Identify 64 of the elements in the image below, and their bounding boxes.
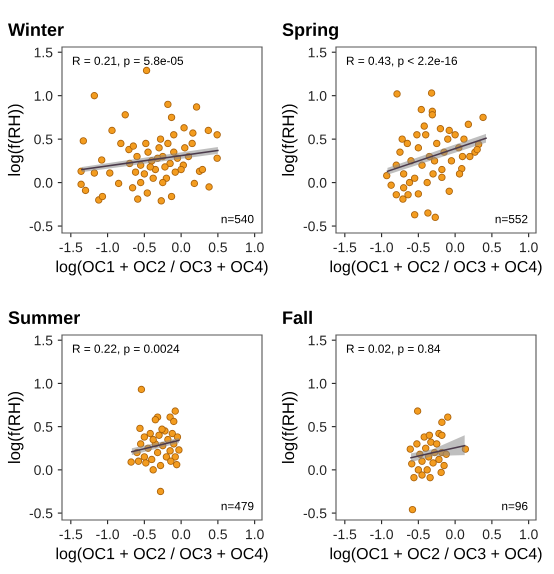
x-tick-label: -1.0: [370, 242, 394, 252]
annotation: R = 0.22, p = 0.0024: [72, 344, 180, 356]
x-tick-label: -0.5: [133, 242, 156, 252]
annotation: R = 0.21, p = 5.8e-05: [72, 56, 184, 68]
annotation: n=96: [502, 502, 528, 510]
y-tick-label: 1.5: [308, 48, 326, 58]
annotation: n=479: [222, 502, 254, 510]
x-tick-label: -1.5: [333, 530, 356, 540]
x-tick-label: -1.5: [59, 242, 82, 252]
x-tick-label: -0.5: [407, 529, 430, 540]
x-tick-label: 0.0: [446, 242, 464, 252]
x-tick-label: 0.5: [482, 529, 501, 540]
y-tick-label: 1.0: [34, 91, 52, 101]
x-tick-label: -1.0: [96, 529, 120, 540]
x-axis-title: log(OC1 + OC2 / OC3 + OC4): [330, 548, 542, 562]
chart-title: Winter: [8, 22, 64, 36]
annotation: R = 0.02, p = 0.84: [346, 344, 440, 356]
y-tick-label: 0.0: [34, 465, 52, 476]
y-tick-label: 1.0: [308, 91, 326, 101]
x-tick-label: 0.5: [208, 529, 227, 540]
x-tick-label: 1.0: [520, 242, 538, 252]
y-tick-label: -0.5: [30, 508, 52, 518]
y-tick-label: -0.5: [304, 508, 326, 518]
y-tick-label: 0.0: [308, 465, 326, 476]
x-axis-title: log(OC1 + OC2 / OC3 + OC4): [56, 548, 268, 562]
y-tick-label: 0.5: [308, 422, 326, 432]
annotation: n=540: [222, 214, 254, 224]
y-tick-label: -0.5: [30, 221, 52, 232]
y-tick-label: 1.5: [308, 336, 326, 346]
x-tick-label: 0.0: [446, 529, 464, 540]
y-tick-label: -0.5: [304, 221, 326, 232]
x-tick-label: -0.5: [407, 242, 430, 252]
y-axis-title: log(f(RH)): [282, 392, 298, 463]
x-tick-label: -0.5: [133, 529, 156, 540]
x-tick-label: 0.5: [482, 242, 501, 252]
x-tick-label: 1.0: [246, 242, 264, 252]
x-tick-label: -1.5: [333, 242, 356, 252]
y-axis-title: log(f(RH)): [282, 104, 298, 176]
x-tick-label: 1.0: [246, 529, 264, 540]
y-tick-label: 1.5: [34, 48, 52, 58]
y-tick-label: 0.5: [34, 422, 52, 432]
x-tick-label: -1.0: [96, 242, 120, 252]
x-tick-label: 0.5: [208, 242, 227, 252]
y-axis-title: log(f(RH)): [8, 392, 24, 463]
y-tick-label: 0.5: [34, 134, 52, 144]
chart-title: Spring: [282, 22, 338, 40]
x-tick-label: 0.0: [172, 529, 190, 540]
y-tick-label: 1.5: [34, 336, 52, 346]
chart-title: Fall: [283, 310, 312, 324]
chart-title: Summer: [8, 311, 80, 324]
annotation: R = 0.43, p < 2.2e-16: [346, 56, 458, 68]
x-tick-label: -1.5: [59, 530, 82, 540]
y-tick-label: 0.0: [34, 178, 52, 188]
x-tick-label: 0.0: [172, 242, 190, 252]
y-tick-label: 0.5: [308, 134, 326, 144]
x-tick-label: 1.0: [520, 529, 538, 540]
x-axis-title: log(OC1 + OC2 / OC3 + OC4): [56, 260, 268, 276]
y-tick-label: 0.0: [308, 178, 326, 188]
y-axis-title: log(f(RH)): [8, 104, 24, 176]
x-axis-title: log(OC1 + OC2 / OC3 + OC4): [330, 260, 542, 276]
annotation: n=552: [496, 214, 528, 224]
y-tick-label: 1.0: [308, 378, 326, 389]
x-tick-label: -1.0: [370, 529, 394, 540]
y-tick-label: 1.0: [34, 378, 52, 389]
